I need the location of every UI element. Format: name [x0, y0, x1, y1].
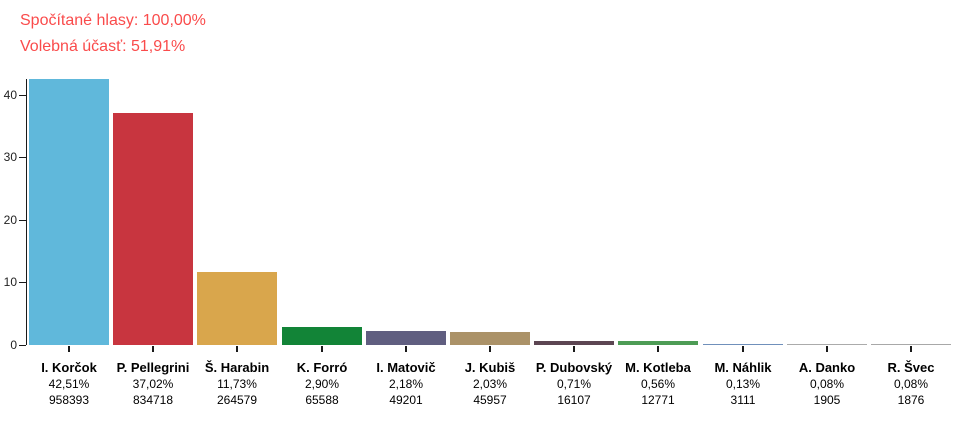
chart-bar [29, 79, 109, 345]
candidate-name-label: Š. Harabin [204, 360, 270, 375]
x-tick [657, 346, 659, 352]
x-tick [910, 346, 912, 352]
header: Spočítané hlasy: 100,00% Volebná účasť: … [20, 8, 206, 60]
y-tick-label: 0 [10, 338, 17, 352]
x-tick [489, 346, 491, 352]
candidate-votes-label: 16107 [557, 393, 591, 407]
candidate-votes-label: 65588 [305, 393, 339, 407]
candidate-percent-label: 2,90% [304, 377, 340, 391]
candidate-name-label: P. Dubovský [535, 360, 613, 375]
x-tick [321, 346, 323, 352]
candidate-votes-label: 12771 [641, 393, 675, 407]
x-tick [742, 346, 744, 352]
candidate-name-label: M. Náhlik [714, 360, 772, 375]
candidate-votes-label: 1905 [813, 393, 841, 407]
candidate-votes-label: 45957 [473, 393, 507, 407]
candidate-votes-label: 264579 [216, 393, 258, 407]
candidate-name-label: I. Matovič [376, 360, 436, 375]
y-tick [19, 157, 26, 158]
y-tick [19, 220, 26, 221]
chart-bar [113, 113, 193, 345]
candidate-votes-label: 958393 [48, 393, 90, 407]
candidate-name-label: K. Forró [296, 360, 348, 375]
candidate-percent-label: 2,03% [472, 377, 508, 391]
y-tick [19, 345, 26, 346]
candidate-name-label: A. Danko [798, 360, 856, 375]
candidate-percent-label: 0,13% [725, 377, 761, 391]
y-axis-line [26, 79, 27, 345]
counted-votes-text: Spočítané hlasy: 100,00% [20, 12, 206, 29]
chart-bar [871, 344, 951, 345]
candidate-percent-label: 0,71% [556, 377, 592, 391]
chart-bar [703, 344, 783, 345]
y-tick-label: 20 [3, 213, 17, 227]
candidate-percent-label: 2,18% [388, 377, 424, 391]
y-tick-label: 10 [3, 275, 17, 289]
candidate-name-label: M. Kotleba [625, 360, 691, 375]
y-tick [19, 282, 26, 283]
candidate-percent-label: 42,51% [48, 377, 90, 391]
candidate-percent-label: 0,56% [640, 377, 676, 391]
y-tick-label: 40 [3, 88, 17, 102]
candidate-percent-label: 0,08% [893, 377, 929, 391]
x-tick [68, 346, 70, 352]
chart-bar [787, 344, 867, 345]
turnout-text: Volebná účasť: 51,91% [20, 38, 186, 55]
x-tick [573, 346, 575, 352]
candidate-percent-label: 11,73% [217, 377, 257, 391]
y-tick-label: 30 [3, 150, 17, 164]
candidate-percent-label: 0,08% [809, 377, 845, 391]
chart-bar [450, 332, 530, 345]
chart-bar [534, 341, 614, 345]
x-tick [826, 346, 828, 352]
chart-bar [618, 341, 698, 345]
x-tick [236, 346, 238, 352]
candidate-name-label: R. Švec [887, 360, 935, 375]
candidate-name-label: J. Kubiš [464, 360, 516, 375]
candidate-votes-label: 1876 [897, 393, 925, 407]
candidate-name-label: I. Korčok [41, 360, 97, 375]
chart-bar [197, 272, 277, 345]
candidate-percent-label: 37,02% [132, 377, 174, 391]
chart-bar [366, 331, 446, 345]
candidate-name-label: P. Pellegrini [116, 360, 190, 375]
candidate-votes-label: 49201 [389, 393, 423, 407]
y-tick [19, 95, 26, 96]
candidate-votes-label: 834718 [132, 393, 174, 407]
x-tick [405, 346, 407, 352]
candidate-votes-label: 3111 [730, 393, 756, 407]
chart-bar [282, 327, 362, 345]
x-tick [152, 346, 154, 352]
